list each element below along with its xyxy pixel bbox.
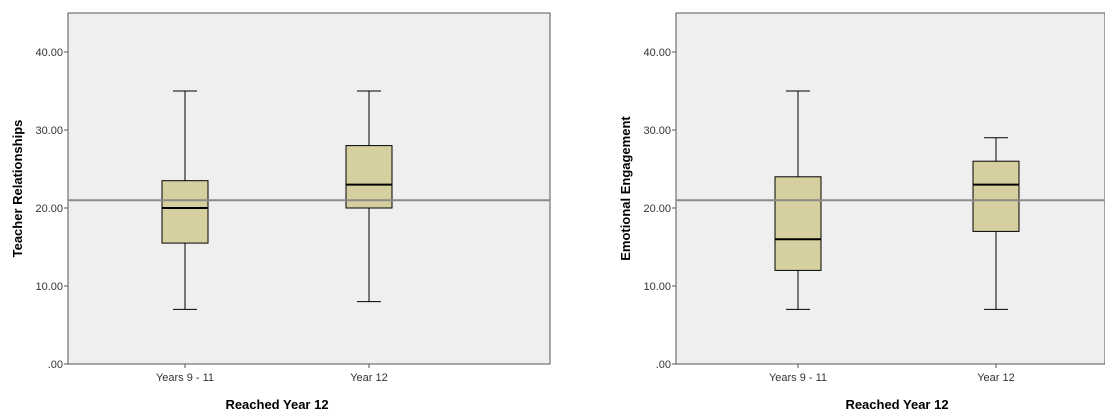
y-axis-title: Teacher Relationships: [10, 120, 25, 258]
y-axis-title: Emotional Engagement: [618, 116, 633, 261]
x-tick-label: Years 9 - 11: [156, 372, 214, 384]
plot-area: [67, 12, 551, 365]
x-tick-label: Year 12: [350, 372, 388, 384]
y-tick-label: .00: [656, 359, 671, 371]
y-tick-label: 30.00: [643, 125, 671, 137]
iqr-box: [345, 145, 393, 209]
iqr-box: [161, 180, 209, 244]
y-tick-label: 20.00: [35, 203, 63, 215]
plot-area: [675, 12, 1105, 365]
box-2: [972, 137, 1020, 310]
y-tick-label: 10.00: [35, 281, 63, 293]
x-axis-title: Reached Year 12: [225, 397, 328, 412]
box-1: [774, 90, 822, 310]
y-tick-label: 20.00: [643, 203, 671, 215]
chart-panel-1: .00 10.00 20.00 30.00 40.00 Years 9 - 11 Year …: [10, 12, 551, 412]
x-axis-title: Reached Year 12: [845, 397, 948, 412]
iqr-box: [972, 160, 1020, 232]
chart-panel-2: .00 10.00 20.00 30.00 40.00 Years 9 - 11 Year …: [618, 12, 1105, 412]
y-tick-label: .00: [48, 359, 63, 371]
y-tick-label: 30.00: [35, 125, 63, 137]
y-tick-label: 40.00: [643, 47, 671, 59]
box-1: [161, 90, 209, 310]
x-tick-label: Years 9 - 11: [769, 372, 827, 384]
y-tick-label: 10.00: [643, 281, 671, 293]
y-tick-label: 40.00: [35, 47, 63, 59]
box-2: [345, 90, 393, 303]
iqr-box: [774, 176, 822, 271]
x-tick-label: Year 12: [977, 372, 1015, 384]
